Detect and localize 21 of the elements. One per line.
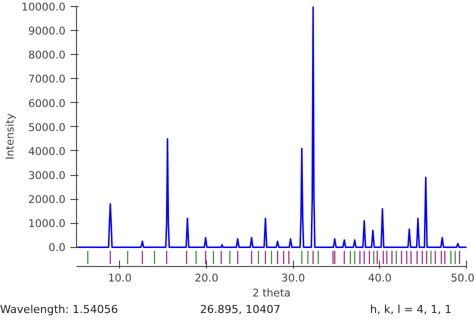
x-tick-label: 30.0 [281,272,306,284]
y-tick-label: 2000.0 [28,193,66,206]
y-tick-label: 1000.0 [28,217,66,230]
x-tick-label: 10.0 [108,272,132,284]
y-tick-label: 3000.0 [28,169,66,182]
y-tick-label: 4000.0 [28,144,66,158]
y-tick-label: 5000.0 [28,120,66,134]
text: h, k, l = 4, 1, 1 [370,302,452,318]
y-tick-label: 0.0 [48,241,66,254]
y-axis-title: Intensity [3,113,16,160]
y-tick-label: 7000.0 [28,72,66,86]
y-tick-label: 8000.0 [28,48,66,62]
x-tick-label: 20.0 [194,272,219,284]
y-tick-label: 6000.0 [28,96,66,110]
text: Wavelength: 1.54056 [0,302,118,318]
text: 26.895, 10407 [200,302,280,318]
x-tick-label: 40.0 [368,272,392,284]
x-tick-label: 50.0 [450,272,474,284]
y-tick-label: 10000.0 [21,0,66,14]
y-tick-label: 9000.0 [28,24,66,38]
x-axis-title: 2 theta [252,286,291,300]
